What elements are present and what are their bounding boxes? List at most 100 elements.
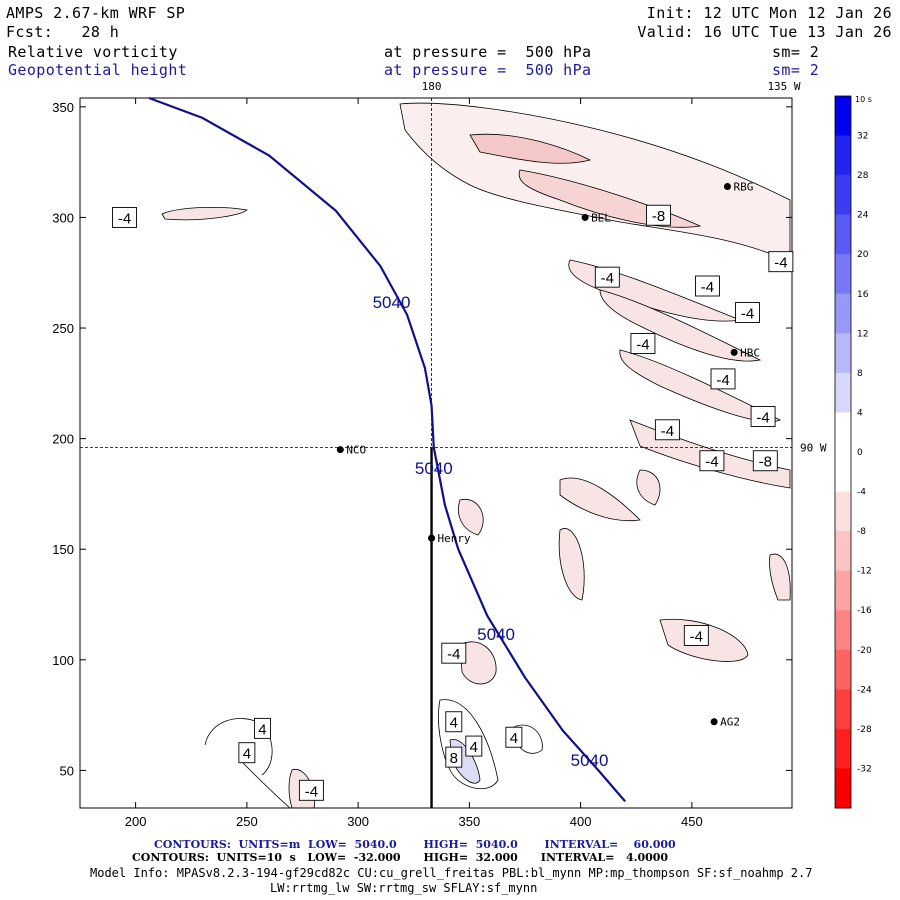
vorticity-patch (636, 469, 661, 506)
vorticity-patch (399, 102, 791, 263)
vorticity-patch (558, 528, 585, 601)
colorbar-tick-label: -4 (857, 488, 866, 498)
colorbar-tick-label: -20 (857, 646, 872, 656)
vorticity-patch (559, 477, 641, 522)
forecast-hour: Fcst: 28 h (6, 23, 120, 41)
vorticity-label-box (768, 251, 794, 273)
vorticity-label: 4 (510, 730, 518, 747)
meridian-label: 135 W (767, 80, 800, 93)
colorbar-tick-label: 24 (857, 211, 869, 221)
vorticity-contour (438, 699, 499, 789)
vorticity-label-box (298, 779, 324, 801)
vorticity-label: -4 (774, 255, 787, 272)
colorbar-tick-label: -16 (857, 606, 872, 616)
vorticity-patch (458, 498, 484, 536)
vorticity-label-box (465, 735, 483, 757)
vorticity-label: 4 (470, 739, 478, 756)
vorticity-label-box (445, 711, 463, 733)
vorticity-label: -4 (690, 628, 703, 645)
vorticity-label: -4 (701, 279, 714, 296)
y-tick-label: 50 (60, 763, 74, 778)
reference-lines: 180 135 W 90 W (80, 80, 827, 808)
station-label: AG2 (720, 716, 740, 729)
colorbar-tick-label: -32 (857, 764, 872, 774)
vorticity-label-box (238, 742, 256, 764)
vorticity-label: 4 (450, 715, 458, 732)
vorticity-label-box (735, 302, 760, 323)
station-label: Henry (438, 532, 471, 545)
vorticity-label: -4 (661, 423, 674, 440)
vorticity-shading (161, 102, 791, 809)
vorticity-label: -4 (636, 337, 649, 354)
colorbar-bin (835, 96, 851, 137)
colorbar-bin (835, 412, 851, 453)
station-dot (336, 446, 344, 454)
valid-time: Valid: 16 UTC Tue 13 Jan 26 (637, 23, 892, 41)
colorbar-bin (835, 570, 851, 611)
colorbar: 32 28 24 20 16 12 8 4 0 -4 -8 -12 -16 -20 -24 -28 -32 10 … (834, 95, 872, 809)
init-time: Init: 12 UTC Mon 12 Jan 26 (646, 4, 892, 22)
vorticity-patch (161, 206, 248, 221)
vorticity-label-box (750, 406, 776, 427)
station-dot (428, 534, 436, 542)
vorticity-label: -8 (759, 454, 772, 471)
colorbar-bin (835, 689, 851, 730)
station-dot (581, 213, 589, 221)
y-tick-label: 250 (52, 321, 74, 336)
parallel-label: 90 W (800, 441, 827, 454)
x-tick-label: 350 (459, 814, 481, 829)
field2-level: at pressure = 500 hPa (384, 61, 592, 79)
height-contour-label: 5040 (415, 459, 453, 478)
vorticity-label-box (683, 625, 709, 646)
colorbar-tick-label: 28 (857, 171, 869, 181)
vorticity-label-box (699, 450, 725, 472)
field1-level: at pressure = 500 hPa (384, 43, 592, 61)
station-label: HBC (740, 346, 760, 359)
y-tick-label: 300 (52, 210, 74, 225)
station-markers: NCO Henry RBG HBC AG2 BEL (336, 180, 760, 729)
station-label: NCO (346, 444, 366, 457)
vorticity-label-box (752, 450, 778, 472)
vorticity-label: 4 (243, 746, 251, 763)
model-info-line2: LW:rrtmg_lw SW:rrtmg_sw SFLAY:sf_mynn (270, 881, 538, 895)
vorticity-label-box (253, 717, 271, 739)
vorticity-patch (599, 289, 762, 362)
colorbar-bin (835, 254, 851, 295)
vorticity-label: -4 (705, 454, 718, 471)
vorticity-label: 4 (258, 721, 266, 738)
axes: 200 250 300 350 400 450 50 100 150 200 250 300 350 (52, 97, 793, 829)
colorbar-bin (835, 214, 851, 255)
field1-name: Relative vorticity (8, 43, 178, 61)
colorbar-tick-label: -8 (857, 527, 866, 537)
colorbar-tick-label: 12 (857, 329, 868, 339)
height-contour-line (148, 96, 626, 803)
x-tick-label: 400 (570, 814, 592, 829)
colorbar-bin (835, 610, 851, 651)
height-contour-label: 5040 (373, 293, 411, 312)
colorbar-tick-label: 4 (857, 408, 863, 418)
colorbar-bin (835, 293, 851, 334)
colorbar-bin (835, 333, 851, 374)
contour-info-vorticity: CONTOURS: UNITS=10 s LOW= -32.000 HIGH= … (132, 851, 669, 864)
x-tick-label: 200 (125, 814, 147, 829)
model-info-line1: Model Info: MPASv8.2.3-194-gf29cd82c CU:… (90, 866, 813, 880)
vorticity-label: -4 (601, 270, 614, 287)
vorticity-label-box (594, 266, 620, 288)
colorbar-tick-label: 0 (857, 448, 863, 458)
station-label: BEL (591, 211, 611, 224)
field2-name: Geopotential height (8, 61, 188, 79)
colorbar-bin (835, 372, 851, 413)
field1-smoothing: sm= 2 (772, 43, 820, 61)
colorbar-tick-label: 8 (857, 369, 863, 379)
vorticity-label-box (630, 333, 656, 354)
colorbar-bin (835, 531, 851, 572)
geopotential-height-contours: 5040 5040 5040 5040 (148, 96, 626, 803)
vorticity-patch (469, 133, 592, 164)
vorticity-label: -4 (305, 783, 318, 800)
vorticity-label-box (646, 204, 671, 226)
colorbar-tick-label: 20 (857, 250, 869, 260)
vorticity-label-box (112, 206, 137, 228)
station-dot (730, 348, 738, 356)
station-dot (723, 182, 731, 190)
